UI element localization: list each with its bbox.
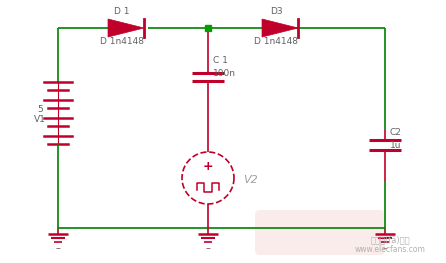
Polygon shape (262, 19, 298, 37)
Text: D 1n4148: D 1n4148 (100, 37, 144, 46)
Text: D 1: D 1 (114, 7, 130, 16)
Text: D 1n4148: D 1n4148 (254, 37, 298, 46)
Text: 電子發(fā)燒友: 電子發(fā)燒友 (370, 235, 410, 244)
Text: +: + (202, 159, 213, 173)
Text: –: – (383, 243, 388, 253)
Text: 100n: 100n (213, 69, 236, 78)
Text: V2: V2 (243, 175, 258, 185)
Text: C 1: C 1 (213, 56, 228, 65)
Text: www.elecfans.com: www.elecfans.com (355, 245, 425, 254)
Polygon shape (108, 19, 144, 37)
Text: 1u: 1u (390, 141, 401, 150)
Text: –: – (206, 243, 211, 253)
FancyBboxPatch shape (255, 210, 385, 255)
Text: 5: 5 (37, 105, 43, 114)
Text: D3: D3 (270, 7, 282, 16)
Text: V1: V1 (34, 115, 46, 124)
Text: C2: C2 (390, 128, 402, 137)
Text: –: – (56, 243, 61, 253)
